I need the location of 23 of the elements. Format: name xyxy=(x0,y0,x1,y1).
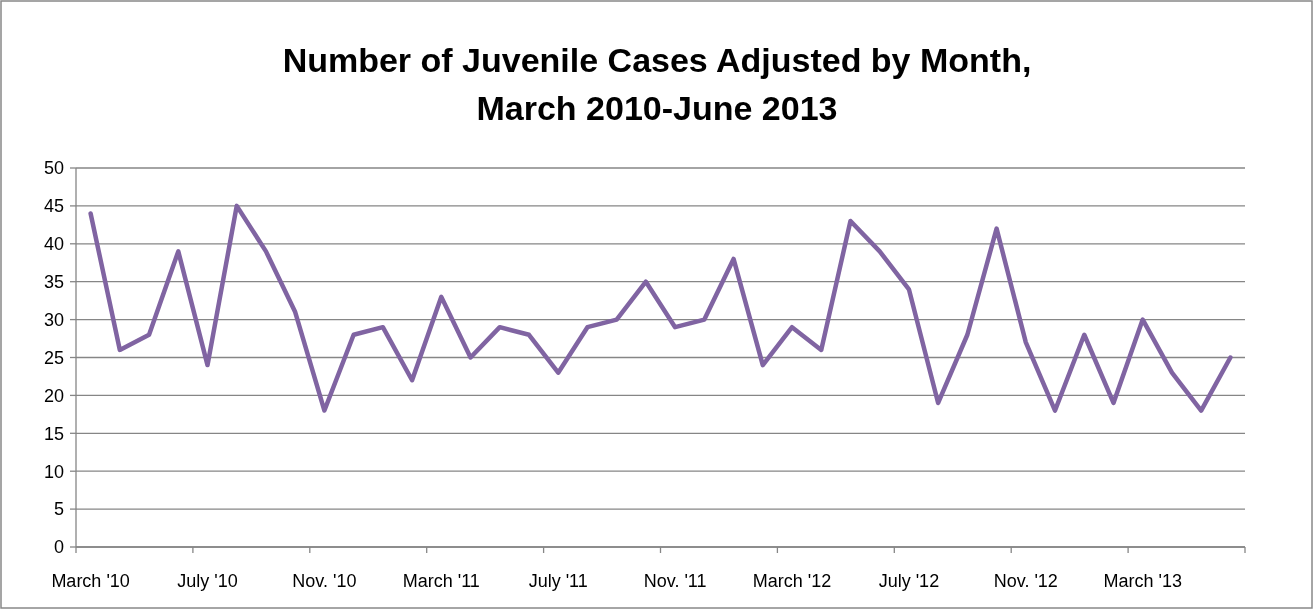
y-tick-label: 50 xyxy=(43,158,64,179)
x-tick-label: March '11 xyxy=(402,571,480,591)
line-series xyxy=(88,203,1233,413)
y-tick-label: 30 xyxy=(43,309,64,330)
y-tick-label: 10 xyxy=(43,461,64,482)
y-tick-label: 45 xyxy=(43,196,64,217)
x-tick-label: March '13 xyxy=(1103,571,1182,591)
x-tick-label: July '11 xyxy=(528,571,588,591)
x-tick-label: Nov. '11 xyxy=(643,571,707,591)
x-tick-label: July '10 xyxy=(177,571,238,591)
y-tick-label: 35 xyxy=(43,272,64,292)
x-tick-label: Nov. '10 xyxy=(292,571,357,591)
y-tick-label: 15 xyxy=(43,423,64,444)
y-tick-label: 0 xyxy=(53,537,64,558)
x-tick-label: March '12 xyxy=(752,571,832,591)
x-tick-label: March '10 xyxy=(51,571,130,591)
x-tick-label: July '12 xyxy=(878,571,940,591)
y-tick-label: 20 xyxy=(43,385,64,406)
y-tick-label: 25 xyxy=(43,347,64,368)
y-tick-label: 5 xyxy=(53,499,64,520)
y-tick-label: 40 xyxy=(43,234,64,255)
chart-title: Number of Juvenile Cases Adjusted by Month, March 2010-June 2013 xyxy=(282,41,1032,127)
x-tick-label: Nov. '12 xyxy=(993,571,1058,591)
